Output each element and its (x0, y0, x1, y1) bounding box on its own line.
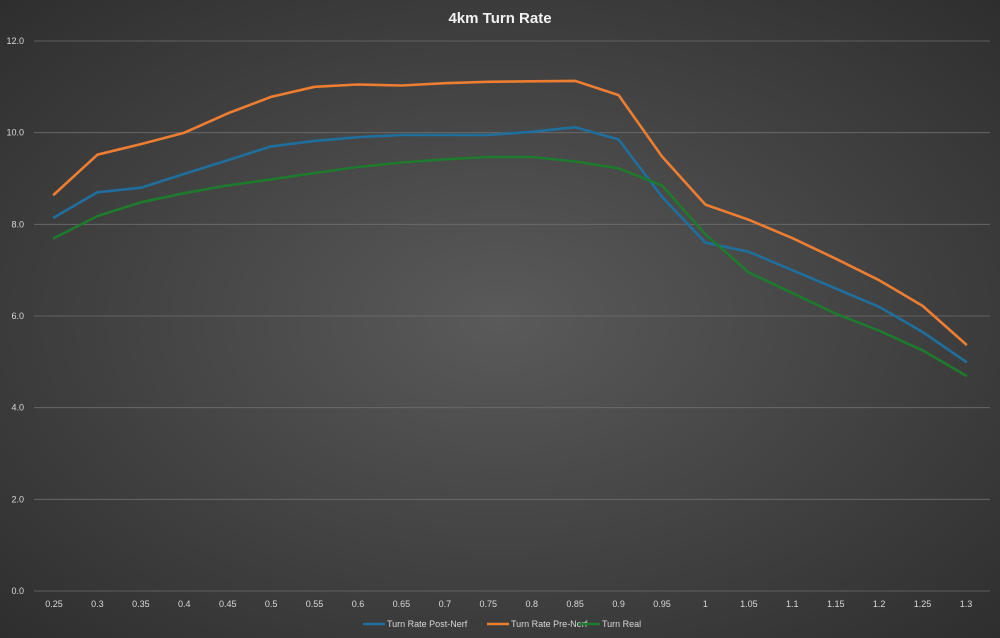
y-tick-label: 2.0 (11, 494, 24, 504)
x-tick-label: 0.4 (178, 599, 191, 609)
x-tick-label: 0.9 (612, 599, 625, 609)
x-axis-ticks: 0.25 0.3 0.35 0.4 0.45 0.5 0.55 0.6 0.65 0.7 0.75 0… (45, 599, 972, 609)
x-tick-label: 1.25 (914, 599, 932, 609)
x-tick-label: 0.5 (265, 599, 278, 609)
x-tick-label: 0.55 (306, 599, 324, 609)
x-tick-label: 0.7 (439, 599, 452, 609)
y-tick-label: 8.0 (11, 219, 24, 229)
y-tick-label: 6.0 (11, 311, 24, 321)
x-tick-label: 1.1 (786, 599, 799, 609)
x-tick-label: 0.45 (219, 599, 237, 609)
y-tick-label: 0.0 (11, 586, 24, 596)
x-tick-label: 1.15 (827, 599, 845, 609)
series-lines (52, 79, 968, 377)
x-tick-label: 1.2 (873, 599, 886, 609)
x-tick-label: 1 (703, 599, 708, 609)
legend-label: Turn Rate Post-Nerf (387, 619, 468, 629)
x-tick-label: 0.6 (352, 599, 365, 609)
y-tick-label: 4.0 (11, 403, 24, 413)
x-tick-label: 0.85 (566, 599, 584, 609)
x-tick-label: 1.3 (960, 599, 973, 609)
y-tick-label: 10.0 (6, 128, 24, 138)
y-tick-label: 12.0 (6, 36, 24, 46)
legend-label: Turn Real (602, 619, 641, 629)
series-line-turn-rate-pre-nerf (52, 79, 968, 346)
x-tick-label: 0.65 (393, 599, 411, 609)
x-tick-label: 0.35 (132, 599, 150, 609)
x-tick-label: 0.95 (653, 599, 671, 609)
chart-title: 4km Turn Rate (448, 10, 551, 27)
x-tick-label: 1.05 (740, 599, 758, 609)
legend: Turn Rate Post-Nerf Turn Rate Pre-Nerf Tur… (363, 619, 641, 629)
gridlines (34, 40, 990, 592)
x-tick-label: 0.25 (45, 599, 63, 609)
x-tick-label: 0.3 (91, 599, 104, 609)
series-line-turn-real (52, 155, 968, 377)
y-axis-ticks: 0.0 2.0 4.0 6.0 8.0 10.0 12.0 (6, 36, 24, 596)
series-line-turn-rate-post-nerf (52, 125, 968, 364)
x-tick-label: 0.8 (525, 599, 538, 609)
x-tick-label: 0.75 (480, 599, 498, 609)
legend-label: Turn Rate Pre-Nerf (511, 619, 588, 629)
